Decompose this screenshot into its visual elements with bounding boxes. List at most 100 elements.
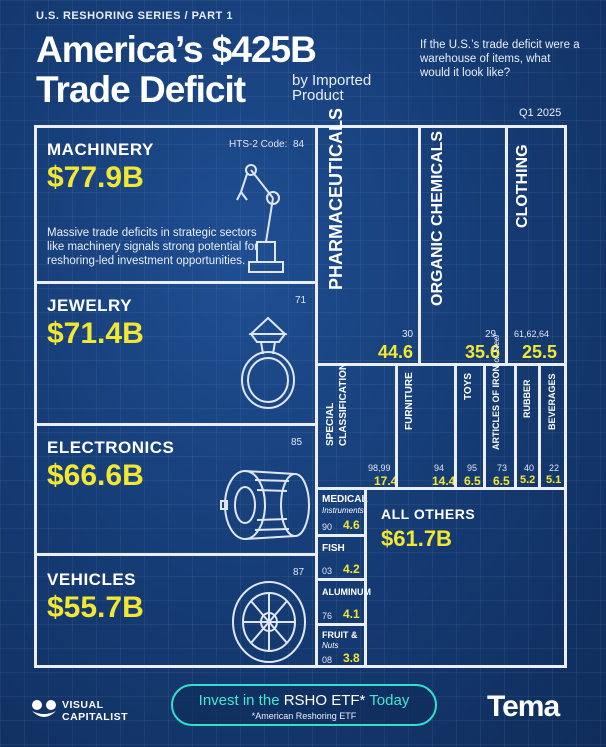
value-jewelry: $71.4B [47, 317, 144, 350]
code-furniture: 94 [434, 463, 445, 473]
brand-line-1: VISUAL [62, 699, 104, 711]
cell-articles-of-iron: ARTICLES OF IRON or Steel 73 6.5 [483, 335, 517, 490]
cell-toys: TOYS 95 6.5 [454, 363, 486, 490]
value-organic-chemicals: 35.6 [465, 342, 501, 362]
code-fish: 03 [322, 566, 333, 576]
value-fish: 4.2 [343, 562, 360, 576]
value-vehicles: $55.7B [47, 591, 144, 624]
name-aluminum: ALUMINUM [322, 587, 371, 597]
code-clothing: 61,62,64 [514, 329, 550, 339]
robot-arm-icon [236, 164, 284, 273]
code-toys: 95 [467, 463, 478, 473]
visual-capitalist-brand: VISUAL CAPITALIST [62, 699, 128, 723]
medical-title: MEDICAL [322, 494, 368, 505]
fruit-title: FRUIT & [322, 630, 358, 640]
cell-beverages: BEVERAGES 22 5.1 [538, 363, 567, 490]
cell-fish: FISH 03 4.2 [315, 534, 367, 581]
cell-rubber: RUBBER 40 5.2 [514, 363, 541, 490]
brand-line-2: CAPITALIST [62, 711, 129, 723]
cell-electronics: ELECTRONICS $66.6B 85 [34, 423, 318, 556]
cell-vehicles: VEHICLES $55.7B 87 [34, 553, 318, 668]
value-pharmaceuticals: 44.6 [378, 342, 414, 362]
value-rubber: 5.2 [520, 474, 536, 486]
fruit-sub: Nuts [322, 641, 339, 650]
name-organic-chemicals: ORGANIC CHEMICALS [429, 130, 446, 306]
name-all-others: ALL OTHERS [381, 506, 476, 522]
articles-of-iron-title: ARTICLES OF IRON [491, 365, 501, 450]
value-beverages: 5.1 [546, 474, 562, 486]
cell-machinery: MACHINERY $77.9B HTS-2 Code: 84 Massive … [34, 125, 318, 284]
value-clothing: 25.5 [522, 342, 558, 362]
name-fish: FISH [322, 543, 345, 554]
period-label: Q1 2025 [519, 107, 562, 119]
code-articles-of-iron: 73 [497, 463, 508, 473]
name-machinery: MACHINERY [47, 140, 154, 159]
title-byline: by Imported Product [292, 72, 372, 104]
title-line-2: Trade Deficit [36, 69, 246, 110]
value-articles-of-iron: 6.5 [493, 474, 510, 488]
visual-capitalist-logo-icon [32, 700, 56, 717]
name-fruit: FRUIT & Nuts [322, 630, 358, 651]
name-clothing: CLOTHING [514, 144, 531, 228]
value-furniture: 14.4 [432, 474, 456, 488]
name-furniture: FURNITURE [404, 372, 415, 430]
cell-aluminum: ALUMINUM 76 4.1 [315, 578, 371, 626]
cta-main-text: Invest in the RSHO ETF* Today [173, 692, 435, 709]
name-special-classification: SPECIAL CLASSIFICATION [325, 362, 349, 446]
ring-icon [241, 316, 295, 409]
code-machinery: 84 [293, 139, 305, 150]
name-articles-of-iron: ARTICLES OF IRON or Steel [491, 335, 502, 450]
name-toys: TOYS [463, 372, 474, 400]
value-electronics: $66.6B [47, 459, 144, 492]
cell-jewelry: JEWELRY $71.4B 71 [34, 281, 318, 426]
value-special-classification: 17.4 [374, 474, 398, 488]
name-beverages: BEVERAGES [547, 373, 557, 430]
name-rubber: RUBBER [522, 379, 532, 418]
code-special-classification: 98,99 [368, 463, 391, 473]
value-machinery: $77.9B [47, 161, 144, 194]
tire-icon [232, 581, 306, 663]
machinery-note: Massive trade deficits in strategic sect… [47, 227, 258, 267]
name-pharmaceuticals: PHARMACEUTICALS [326, 108, 346, 290]
hts-code-label: HTS-2 Code: [229, 139, 288, 150]
value-fruit: 3.8 [343, 651, 360, 665]
title-line-1: America’s $425B [36, 29, 317, 70]
cell-special-classification: SPECIAL CLASSIFICATION 98,99 17.4 [315, 363, 398, 490]
articles-of-iron-sub: or Steel [492, 334, 501, 363]
cell-furniture: FURNITURE 94 14.4 [395, 363, 457, 490]
cta-ticker: RSHO ETF* [283, 692, 366, 709]
code-electronics: 85 [291, 437, 303, 448]
name-jewelry: JEWELRY [47, 296, 133, 315]
value-aluminum: 4.1 [343, 607, 360, 621]
code-vehicles: 87 [293, 567, 305, 578]
cell-medical-instruments: MEDICAL Instruments 90 4.6 [315, 487, 368, 537]
cta-suffix: Today [365, 692, 410, 709]
value-toys: 6.5 [464, 474, 481, 488]
code-pharmaceuticals: 30 [402, 329, 414, 340]
code-jewelry: 71 [295, 295, 307, 306]
medical-sub: Instruments [322, 506, 364, 515]
motor-icon [220, 470, 310, 540]
code-aluminum: 76 [322, 611, 333, 621]
cell-organic-chemicals: ORGANIC CHEMICALS 29 35.6 [418, 125, 508, 366]
value-all-others: $61.7B [381, 526, 452, 551]
name-medical: MEDICAL Instruments [322, 494, 368, 516]
code-organic-chemicals: 29 [485, 329, 497, 340]
code-beverages: 22 [549, 463, 560, 473]
cell-all-others: ALL OTHERS $61.7B [364, 487, 567, 668]
series-label: U.S. RESHORING SERIES / PART 1 [36, 10, 233, 22]
cell-fruit-nuts: FRUIT & Nuts 08 3.8 [315, 623, 367, 668]
treemap: MACHINERY $77.9B HTS-2 Code: 84 Massive … [34, 108, 567, 668]
intro-question: If the U.S.’s trade deficit were a wareh… [420, 39, 580, 79]
name-vehicles: VEHICLES [47, 570, 137, 589]
code-fruit: 08 [322, 655, 333, 665]
value-medical: 4.6 [343, 518, 360, 532]
cta-note: *American Reshoring ETF [251, 711, 357, 721]
invest-cta-button[interactable]: Invest in the RSHO ETF* Today *American … [171, 684, 437, 726]
code-medical: 90 [322, 522, 333, 532]
cell-pharmaceuticals: PHARMACEUTICALS 30 44.6 [315, 108, 421, 366]
name-electronics: ELECTRONICS [47, 438, 175, 457]
code-rubber: 40 [524, 463, 535, 473]
cta-prefix: Invest in the [198, 692, 284, 709]
